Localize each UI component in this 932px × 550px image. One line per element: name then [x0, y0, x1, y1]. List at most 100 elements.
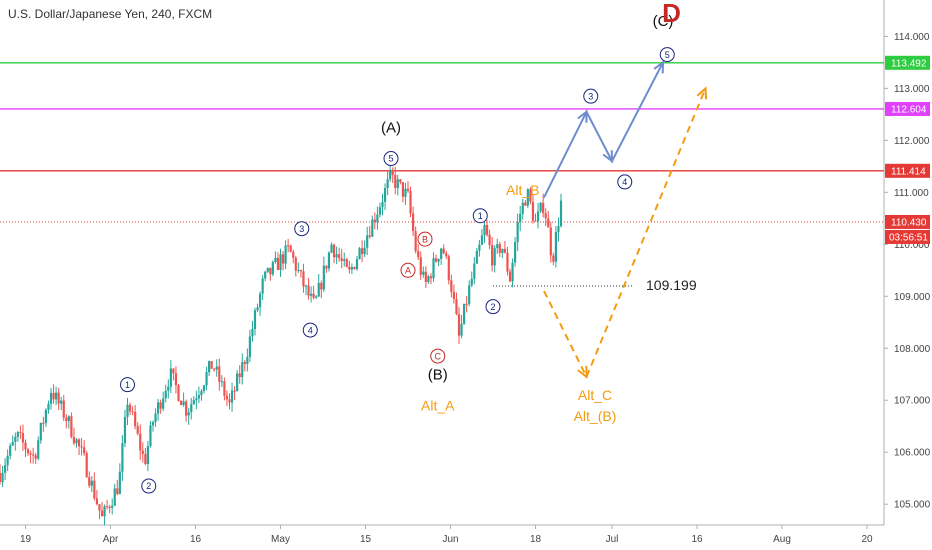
candle-body: [106, 506, 109, 508]
candle-body: [200, 391, 203, 396]
candle-body: [223, 381, 226, 396]
candle-body: [47, 403, 50, 410]
candle-body: [32, 454, 35, 456]
candle-body: [475, 250, 478, 264]
candle-body: [473, 263, 476, 279]
candle-body: [24, 442, 27, 450]
wave-label-circle: [120, 377, 135, 393]
candle-body: [465, 303, 468, 305]
candle-body: [266, 267, 269, 272]
candle-body: [287, 245, 290, 247]
candle-body: [182, 401, 185, 406]
candle-body: [134, 411, 137, 427]
candle-body: [516, 222, 519, 243]
candle-body: [44, 409, 47, 424]
candle-body: [549, 227, 552, 256]
wave-label: A: [405, 265, 411, 275]
x-tick-label: May: [271, 534, 290, 545]
candle-body: [65, 417, 68, 422]
candle-body: [139, 433, 142, 451]
x-tick-label: 19: [20, 534, 32, 545]
y-tick-label: 106.000: [894, 448, 931, 459]
wave-label-circle: [472, 208, 488, 224]
candle-body: [269, 267, 272, 275]
wave-label-circle: [302, 322, 318, 338]
candle-body: [457, 314, 461, 336]
candle-body: [529, 189, 532, 202]
x-tick-label: 16: [691, 534, 703, 545]
candle-body: [213, 368, 216, 370]
y-tick-label: 105.000: [894, 500, 931, 511]
candle-body: [307, 285, 310, 296]
candle-body: [121, 443, 124, 472]
candle-body: [95, 498, 98, 505]
price-tag-label: 113.492: [891, 58, 927, 69]
candle-body: [508, 271, 512, 282]
candle-body: [488, 234, 491, 246]
candle-body: [315, 296, 318, 298]
candle-body: [215, 366, 218, 370]
candle-body: [478, 244, 481, 251]
candle-body: [501, 248, 504, 253]
candle-body: [149, 425, 152, 447]
wave-label: 4: [622, 177, 627, 187]
candle-body: [195, 398, 198, 401]
candle-body: [396, 179, 399, 189]
candle-body: [190, 404, 193, 413]
candle-body: [179, 400, 183, 406]
candle-body: [236, 373, 239, 391]
candle-body: [208, 361, 211, 373]
candle-body: [366, 235, 369, 248]
candle-body: [519, 213, 522, 223]
candle-body: [361, 248, 364, 255]
candle-body: [88, 477, 91, 486]
candle-body: [371, 219, 374, 237]
candle-body: [128, 404, 132, 412]
candle-body: [276, 258, 280, 270]
candle-body: [350, 267, 353, 270]
candle-body: [491, 245, 494, 266]
wave-label-circle: [417, 231, 433, 247]
candle-body: [552, 255, 555, 262]
candle-body: [483, 224, 486, 236]
candle-body: [424, 271, 427, 282]
candle-body: [146, 446, 149, 464]
candle-body: [338, 254, 341, 259]
candle-body: [205, 372, 208, 386]
candle-body: [248, 336, 251, 358]
candle-body: [259, 293, 262, 308]
candle-body: [83, 447, 86, 454]
candle-body: [154, 413, 157, 423]
candle-body: [289, 245, 292, 252]
candle-body: [218, 366, 221, 382]
candle-body: [547, 218, 550, 228]
candle-body: [310, 293, 313, 296]
wave-label: 1: [478, 211, 483, 221]
candle-body: [29, 453, 32, 455]
wave-label: 2: [490, 302, 495, 312]
candle-body: [72, 437, 76, 444]
candle-body: [185, 401, 188, 416]
candle-body: [159, 402, 162, 409]
candle-body: [238, 373, 241, 378]
wave-degree-label: (B): [428, 366, 448, 383]
candle-body: [136, 426, 139, 434]
candle-body: [264, 271, 267, 279]
alt-label: Alt_C: [578, 387, 612, 403]
candle-body: [544, 213, 547, 219]
candle-body: [281, 254, 285, 264]
candle-body: [103, 506, 106, 517]
candle-body: [98, 504, 101, 511]
candle-body: [432, 258, 435, 279]
candle-body: [409, 190, 412, 214]
wave-label-circle: [485, 299, 501, 315]
y-tick-label: 111.000: [894, 188, 929, 199]
candle-body: [0, 473, 2, 483]
candle-body: [404, 188, 407, 197]
wave-label-circle: [583, 88, 599, 104]
candle-body: [317, 282, 320, 297]
candle-body: [228, 399, 231, 403]
candle-body: [251, 329, 254, 337]
candle-body: [16, 432, 19, 437]
